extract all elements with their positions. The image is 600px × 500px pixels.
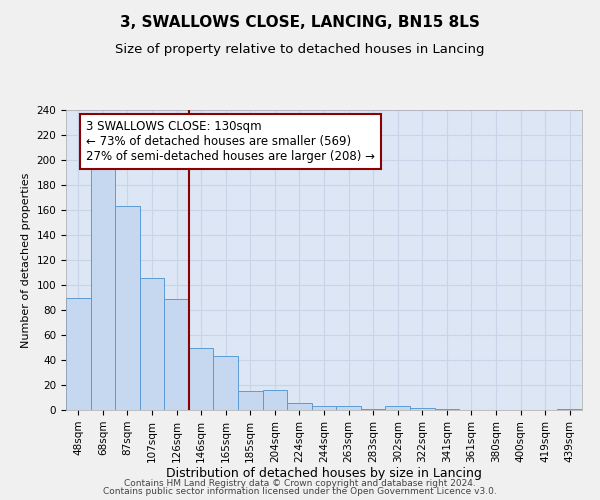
Bar [287, 402, 312, 410]
Bar [336, 406, 361, 410]
Y-axis label: Number of detached properties: Number of detached properties [21, 172, 31, 348]
Bar [385, 406, 410, 410]
Bar [164, 298, 189, 410]
Bar [557, 409, 582, 410]
Bar [140, 278, 164, 410]
Text: 3, SWALLOWS CLOSE, LANCING, BN15 8LS: 3, SWALLOWS CLOSE, LANCING, BN15 8LS [120, 15, 480, 30]
Bar [263, 390, 287, 410]
Bar [361, 409, 385, 410]
Text: Contains HM Land Registry data © Crown copyright and database right 2024.: Contains HM Land Registry data © Crown c… [124, 478, 476, 488]
Text: Size of property relative to detached houses in Lancing: Size of property relative to detached ho… [115, 42, 485, 56]
Bar [434, 409, 459, 410]
Bar [312, 406, 336, 410]
Bar [189, 348, 214, 410]
Bar [410, 408, 434, 410]
X-axis label: Distribution of detached houses by size in Lancing: Distribution of detached houses by size … [166, 468, 482, 480]
Bar [115, 206, 140, 410]
Text: Contains public sector information licensed under the Open Government Licence v3: Contains public sector information licen… [103, 487, 497, 496]
Text: 3 SWALLOWS CLOSE: 130sqm
← 73% of detached houses are smaller (569)
27% of semi-: 3 SWALLOWS CLOSE: 130sqm ← 73% of detach… [86, 120, 374, 163]
Bar [91, 160, 115, 410]
Bar [238, 391, 263, 410]
Bar [66, 298, 91, 410]
Bar [214, 356, 238, 410]
